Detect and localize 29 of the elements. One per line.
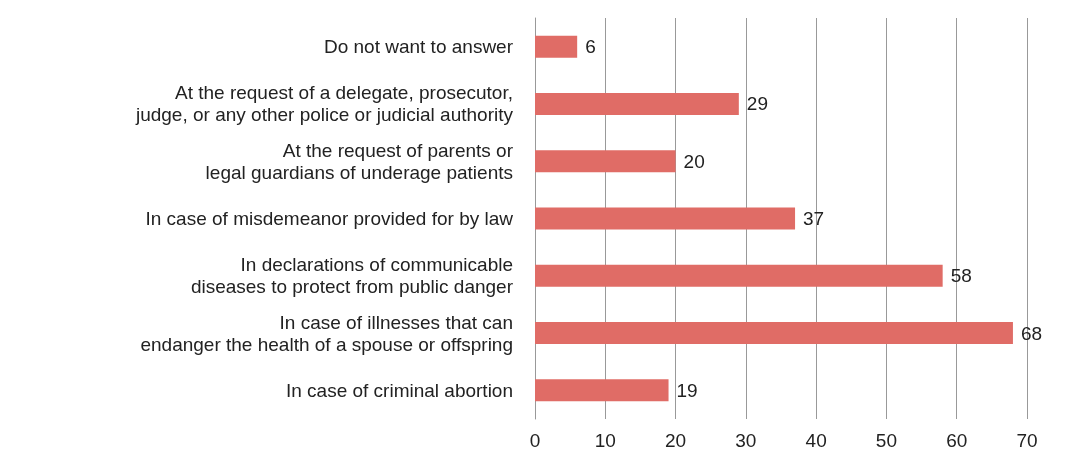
x-tick-label: 30 — [735, 430, 757, 451]
bar — [535, 35, 578, 58]
bar — [535, 264, 943, 287]
data-label: 6 — [585, 36, 596, 58]
y-tick-label: In case of misdemeanor provided for by law — [145, 208, 514, 229]
bar — [535, 92, 739, 115]
bar — [535, 322, 1013, 345]
data-label: 37 — [803, 208, 825, 229]
bar — [535, 207, 796, 230]
y-tick-label: At the request of parents or legal guardians of underage patients — [205, 139, 514, 183]
data-label: 29 — [746, 93, 768, 115]
data-label: 19 — [676, 379, 698, 401]
y-tick-label: In case of illnesses that can endanger the health of a spouse or offspring — [140, 311, 513, 355]
bar — [535, 379, 669, 402]
y-tick-label: Do not want to answer — [323, 36, 514, 58]
y-tick-label: At the request of a delegate, prosecutor, judge, or any other police or judicial authority — [134, 82, 514, 126]
y-tick-label: In declarations of communicable diseases to protect from public danger — [190, 254, 514, 298]
y-tick-label: In case of criminal abortion — [285, 379, 513, 401]
bar — [535, 150, 676, 173]
data-label: 20 — [683, 150, 705, 172]
x-tick-label: 20 — [665, 430, 687, 451]
x-tick-label: 40 — [805, 430, 827, 451]
x-tick-label: 10 — [594, 430, 616, 451]
x-tick-label: 70 — [1016, 430, 1038, 451]
data-label: 68 — [1020, 322, 1043, 344]
x-tick-label: 0 — [529, 430, 541, 451]
x-tick-label: 50 — [875, 430, 897, 451]
x-tick-label: 60 — [946, 430, 968, 451]
data-label: 58 — [950, 265, 972, 287]
